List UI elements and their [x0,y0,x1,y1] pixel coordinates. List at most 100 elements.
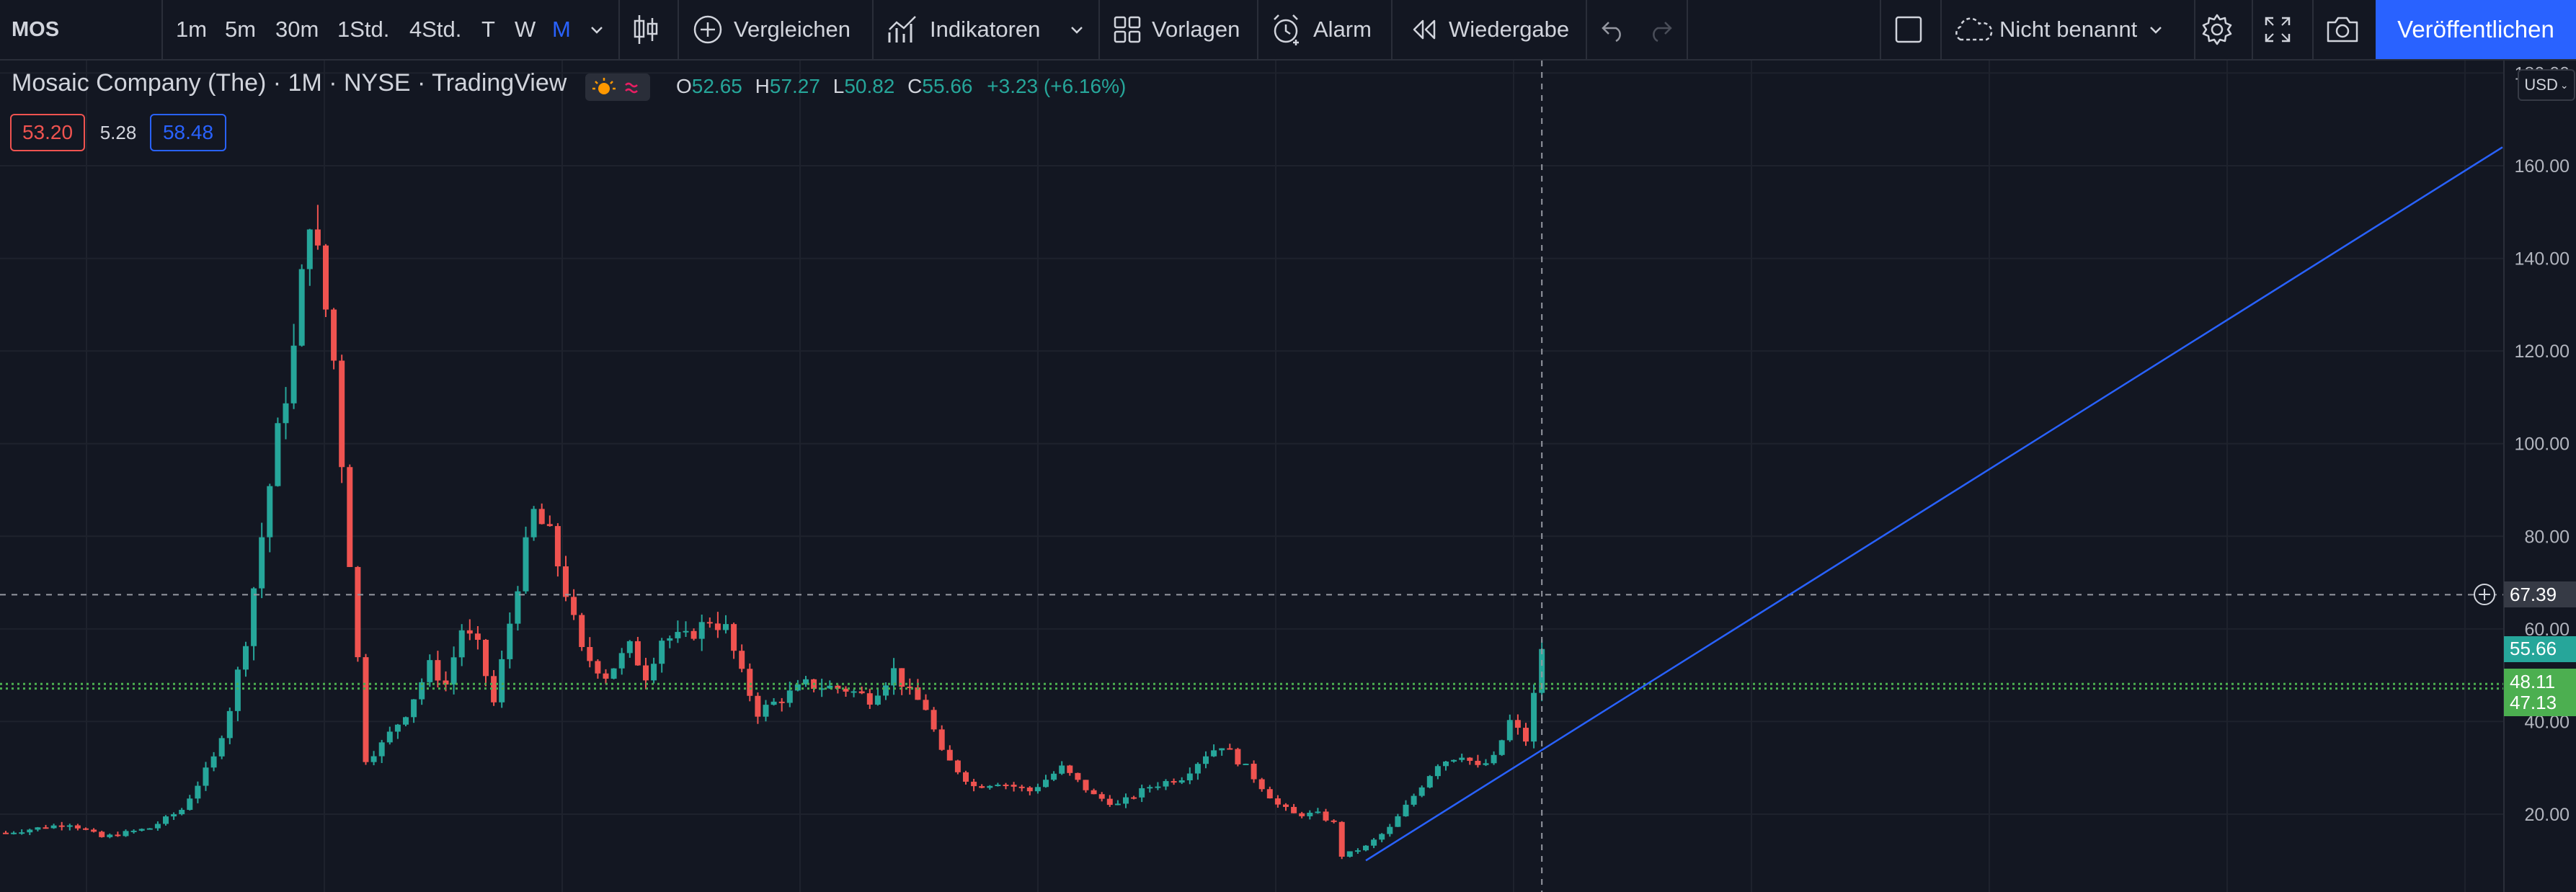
compare-label: Vergleichen [734,17,851,42]
candle-down [603,673,609,679]
indicators-label: Indikatoren [930,17,1041,42]
settings-button[interactable] [2200,0,2234,59]
toolbar-divider [1257,0,1258,59]
templates-button[interactable]: Vorlagen [1113,0,1240,59]
candle-up [651,664,657,681]
gear-icon [2202,14,2232,45]
candle-down [363,657,369,762]
compare-button[interactable]: Vergleichen [692,0,850,59]
chevron-down-icon [1071,27,1083,34]
layout-toggle-button[interactable] [1894,0,1923,59]
candle-down [1338,821,1345,857]
indicators-button[interactable]: Indikatoren [887,0,1040,59]
candle-up [123,831,129,837]
candle-down [91,829,97,832]
buy-button[interactable]: 58.48 [150,114,226,151]
candle-up [618,653,625,669]
alert-button[interactable]: Alarm [1270,0,1372,59]
open-value: 52.65 [691,75,742,97]
candle-up [458,630,465,658]
candle-up [850,691,857,693]
candle-up [626,641,633,654]
market-status[interactable] [585,73,650,101]
candle-up [827,685,833,689]
symbol-legend-title[interactable]: Mosaic Company (The) · 1M · NYSE · Tradi… [12,69,567,97]
candle-up [1426,776,1433,788]
interval-label: 1m [176,17,208,42]
candle-down [1171,781,1177,783]
candle-up [1354,850,1361,852]
candle-down [1251,763,1257,780]
snapshot-button[interactable] [2325,0,2360,59]
candle-down [99,831,105,837]
candle-up [723,624,729,630]
interval-week[interactable]: W [515,0,536,59]
interval-1m[interactable]: 1m [176,0,207,59]
candle-up [675,632,681,638]
candle-down [83,828,89,830]
indicators-dropdown[interactable] [1068,0,1085,59]
candle-down [339,360,345,468]
candle-down [1467,757,1473,761]
candle-down [979,786,985,788]
candle-up [66,825,73,827]
candle-up [1219,748,1225,751]
candle-up [403,717,409,725]
interval-30m[interactable]: 30m [275,0,319,59]
candle-down [1283,804,1289,807]
candle-up [243,646,249,670]
candle-down [443,680,449,685]
candle-down [1266,789,1273,799]
candle-up [1155,786,1161,788]
candle-up [27,829,33,833]
grid-lines [0,61,2504,892]
symbol-search[interactable]: MOS [12,0,59,59]
templates-label: Vorlagen [1152,17,1240,42]
interval-4h[interactable]: 4Std. [409,0,461,59]
redo-button[interactable] [1648,0,1674,59]
candle-up [19,832,25,834]
candle-up [163,816,169,824]
interval-month[interactable]: M [552,0,571,59]
undo-button[interactable] [1600,0,1626,59]
interval-label: T [481,17,495,42]
interval-dropdown[interactable] [588,0,605,59]
fullscreen-button[interactable] [2263,0,2292,59]
chart-type-button[interactable] [631,0,660,59]
candle-up [218,738,225,757]
layout-name-button[interactable]: Nicht benannt [1952,0,2164,59]
high-label: H [755,75,770,97]
toolbar-divider [1880,0,1881,59]
publish-button[interactable]: Veröffentlichen [2376,0,2576,59]
candle-up [419,682,425,700]
interval-label: 30m [275,17,319,42]
candle-down [1235,749,1241,764]
candle-up [667,638,673,641]
candle-down [923,700,929,710]
candle-up [1051,773,1057,780]
currency-selector[interactable]: USD ⌄ [2518,69,2575,101]
layout-name-label: Nicht benannt [1999,17,2138,42]
replay-button[interactable]: Wiedergabe [1410,0,1569,59]
interval-day[interactable]: T [481,0,495,59]
candle-up [290,345,297,403]
chevron-down-icon [2150,27,2162,34]
interval-5m[interactable]: 5m [225,0,256,59]
candle-up [683,630,689,633]
plus-circle-icon [2474,584,2495,606]
candle-up [1243,763,1249,765]
sell-button[interactable]: 53.20 [10,114,85,151]
candle-up [1139,788,1145,798]
candle-down [74,825,81,829]
candle-down [1083,780,1089,790]
publish-label: Veröffentlichen [2397,16,2554,43]
interval-1h[interactable]: 1Std. [337,0,389,59]
candle-down [314,229,321,246]
candle-up [1114,803,1121,806]
add-alert-button[interactable] [2472,582,2497,607]
candle-up [1403,804,1409,816]
candle-up [987,785,993,788]
candle-down [1274,798,1281,805]
crosshair-price-label: 67.39 [2504,581,2576,608]
